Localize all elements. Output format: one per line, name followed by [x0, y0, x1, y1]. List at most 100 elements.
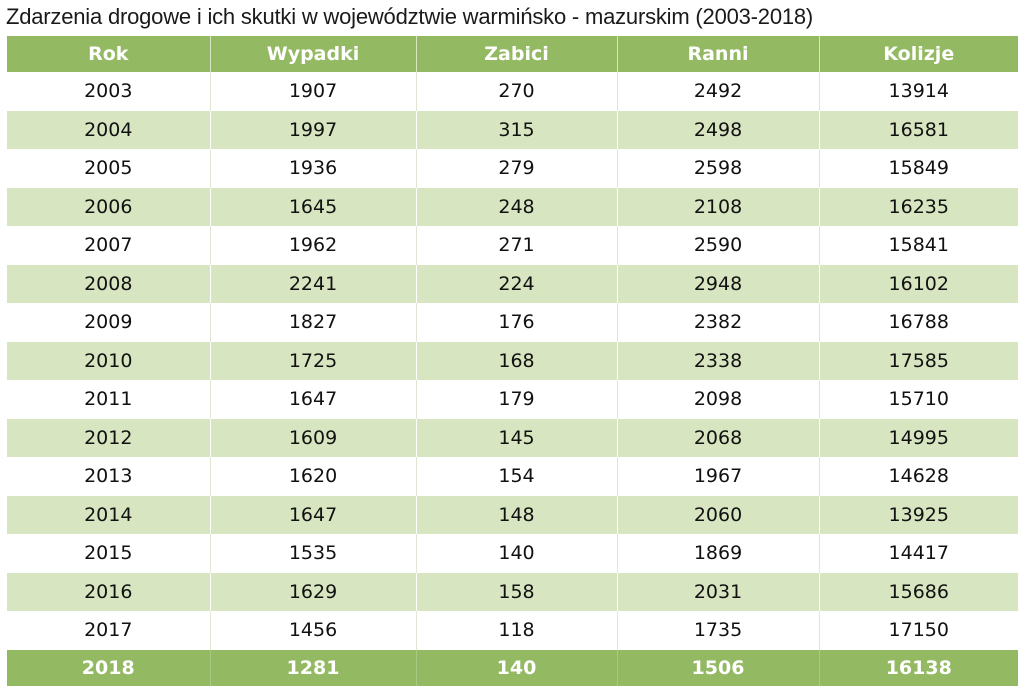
- table-row: 2005 1936 279 2598 15849: [7, 149, 1018, 188]
- cell-rok: 2015: [7, 534, 210, 573]
- cell-rok: 2013: [7, 457, 210, 496]
- cell-zabici: 145: [415, 418, 617, 457]
- cell-wypadki: 1647: [209, 380, 416, 419]
- cell-zabici: 168: [415, 341, 617, 380]
- cell-rok: 2008: [7, 264, 210, 303]
- cell-rok: 2016: [7, 572, 210, 611]
- cell-zabici: 140: [415, 534, 617, 573]
- cell-zabici: 315: [415, 110, 617, 149]
- cell-zabici: 118: [415, 611, 617, 650]
- cell-kolizje: 13925: [818, 495, 1018, 534]
- cell-ranni: 2338: [616, 341, 819, 380]
- cell-kolizje: 14995: [818, 418, 1018, 457]
- cell-wypadki: 1907: [209, 72, 416, 111]
- table-row: 2010 1725 168 2338 17585: [7, 341, 1018, 380]
- cell-kolizje: 15710: [818, 380, 1018, 419]
- cell-ranni: 1967: [616, 457, 819, 496]
- cell-rok: 2010: [7, 341, 210, 380]
- cell-rok: 2003: [7, 72, 210, 111]
- table-row: 2009 1827 176 2382 16788: [7, 303, 1018, 342]
- cell-ranni: 2598: [616, 149, 819, 188]
- cell-wypadki: 1647: [209, 495, 416, 534]
- table-row: 2013 1620 154 1967 14628: [7, 457, 1018, 496]
- cell-kolizje: 15841: [818, 226, 1018, 265]
- table-row-total: 2018 1281 140 1506 16138: [7, 649, 1018, 686]
- cell-kolizje: 15686: [818, 572, 1018, 611]
- cell-ranni: 2498: [616, 110, 819, 149]
- cell-kolizje: 16788: [818, 303, 1018, 342]
- cell-wypadki: 1827: [209, 303, 416, 342]
- table-row: 2003 1907 270 2492 13914: [7, 72, 1018, 111]
- cell-wypadki: 1962: [209, 226, 416, 265]
- cell-ranni: 2098: [616, 380, 819, 419]
- table-row: 2014 1647 148 2060 13925: [7, 495, 1018, 534]
- cell-zabici: 154: [415, 457, 617, 496]
- cell-ranni: 1506: [616, 649, 819, 686]
- header-cell-rok: Rok: [7, 36, 210, 72]
- table-row: 2015 1535 140 1869 14417: [7, 534, 1018, 573]
- cell-kolizje: 16102: [818, 264, 1018, 303]
- cell-rok: 2017: [7, 611, 210, 650]
- cell-rok: 2012: [7, 418, 210, 457]
- cell-zabici: 271: [415, 226, 617, 265]
- cell-ranni: 2060: [616, 495, 819, 534]
- header-cell-ranni: Ranni: [616, 36, 819, 72]
- cell-wypadki: 2241: [209, 264, 416, 303]
- cell-zabici: 270: [415, 72, 617, 111]
- cell-kolizje: 14628: [818, 457, 1018, 496]
- cell-zabici: 158: [415, 572, 617, 611]
- table-row: 2008 2241 224 2948 16102: [7, 264, 1018, 303]
- cell-wypadki: 1997: [209, 110, 416, 149]
- cell-rok: 2006: [7, 187, 210, 226]
- table-title: Zdarzenia drogowe i ich skutki w wojewód…: [6, 4, 814, 29]
- table-row: 2007 1962 271 2590 15841: [7, 226, 1018, 265]
- cell-kolizje: 17585: [818, 341, 1018, 380]
- cell-kolizje: 16138: [818, 649, 1018, 686]
- cell-wypadki: 1281: [209, 649, 416, 686]
- cell-wypadki: 1609: [209, 418, 416, 457]
- cell-ranni: 2590: [616, 226, 819, 265]
- cell-zabici: 140: [415, 649, 617, 686]
- cell-kolizje: 14417: [818, 534, 1018, 573]
- cell-ranni: 1735: [616, 611, 819, 650]
- cell-rok: 2005: [7, 149, 210, 188]
- cell-wypadki: 1725: [209, 341, 416, 380]
- accidents-table: Rok Wypadki Zabici Ranni Kolizje 2003 190…: [7, 36, 1018, 686]
- cell-rok: 2004: [7, 110, 210, 149]
- cell-kolizje: 13914: [818, 72, 1018, 111]
- cell-wypadki: 1936: [209, 149, 416, 188]
- cell-rok: 2018: [7, 649, 210, 686]
- table-row: 2012 1609 145 2068 14995: [7, 418, 1018, 457]
- cell-kolizje: 16235: [818, 187, 1018, 226]
- header-cell-wypadki: Wypadki: [209, 36, 416, 72]
- table-row: 2016 1629 158 2031 15686: [7, 572, 1018, 611]
- header-row: Rok Wypadki Zabici Ranni Kolizje: [7, 36, 1018, 72]
- cell-kolizje: 17150: [818, 611, 1018, 650]
- cell-wypadki: 1629: [209, 572, 416, 611]
- cell-rok: 2014: [7, 495, 210, 534]
- cell-zabici: 224: [415, 264, 617, 303]
- cell-ranni: 2068: [616, 418, 819, 457]
- cell-zabici: 279: [415, 149, 617, 188]
- cell-zabici: 148: [415, 495, 617, 534]
- cell-ranni: 2948: [616, 264, 819, 303]
- header-cell-zabici: Zabici: [415, 36, 617, 72]
- cell-wypadki: 1456: [209, 611, 416, 650]
- header-cell-kolizje: Kolizje: [818, 36, 1018, 72]
- cell-ranni: 2031: [616, 572, 819, 611]
- cell-rok: 2011: [7, 380, 210, 419]
- cell-kolizje: 16581: [818, 110, 1018, 149]
- cell-ranni: 1869: [616, 534, 819, 573]
- table-body: 2003 1907 270 2492 13914 2004 1997 315 2498 16581…: [7, 72, 1018, 686]
- cell-rok: 2007: [7, 226, 210, 265]
- cell-wypadki: 1535: [209, 534, 416, 573]
- cell-wypadki: 1645: [209, 187, 416, 226]
- cell-wypadki: 1620: [209, 457, 416, 496]
- table-row: 2004 1997 315 2498 16581: [7, 110, 1018, 149]
- cell-ranni: 2382: [616, 303, 819, 342]
- cell-zabici: 179: [415, 380, 617, 419]
- cell-ranni: 2108: [616, 187, 819, 226]
- table-row: 2011 1647 179 2098 15710: [7, 380, 1018, 419]
- cell-zabici: 176: [415, 303, 617, 342]
- cell-zabici: 248: [415, 187, 617, 226]
